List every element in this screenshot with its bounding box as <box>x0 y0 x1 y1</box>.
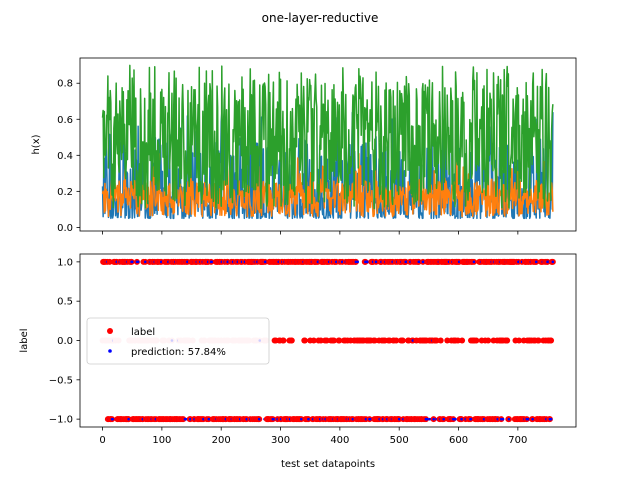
prediction-point <box>207 417 211 421</box>
bottom-x-tick-label-5: 500 <box>390 435 409 446</box>
prediction-point <box>130 260 134 264</box>
label-point <box>433 337 440 344</box>
bottom-x-tick-label-3: 300 <box>271 435 290 446</box>
prediction-point <box>136 260 140 264</box>
label-point <box>485 337 492 344</box>
prediction-point <box>354 260 358 264</box>
legend-marker-label <box>107 328 113 334</box>
label-point <box>280 337 287 344</box>
label-point <box>310 337 317 344</box>
bottom-y-axis-label: label <box>19 328 30 352</box>
prediction-point <box>432 417 435 421</box>
prediction-point <box>271 417 275 421</box>
label-point <box>288 337 295 344</box>
bottom-x-axis-label: test set datapoints <box>281 459 375 470</box>
legend-text-prediction: prediction: 57.84% <box>131 347 226 358</box>
legend-text-label: label <box>131 327 155 338</box>
top-y-tick-label-0: 0.0 <box>57 223 73 234</box>
prediction-point <box>356 260 359 264</box>
bottom-x-tick-label-7: 700 <box>508 435 527 446</box>
chart-title: one-layer-reductive <box>262 11 379 25</box>
label-point <box>336 337 343 344</box>
top-y-tick-label-2: 0.4 <box>57 151 73 162</box>
top-axes: 0.0 0.2 0.4 0.6 0.8 h(x) <box>31 57 577 235</box>
top-axes-ticks: 0.0 0.2 0.4 0.6 0.8 <box>57 79 519 235</box>
prediction-point <box>507 417 511 421</box>
label-point <box>444 337 451 344</box>
label-point <box>535 337 542 344</box>
label-point <box>106 258 113 265</box>
bottom-y-tick-label-2: 0.0 <box>57 336 73 347</box>
top-plot-lines <box>101 64 554 220</box>
legend-marker-prediction <box>108 349 112 353</box>
label-point <box>516 337 523 344</box>
prediction-point <box>300 417 303 421</box>
bottom-y-tick-label-4: 1.0 <box>57 257 73 268</box>
legend-box <box>86 317 270 365</box>
bottom-axes-ticks: 0 100 200 300 400 500 600 700 −1.0 −0.5 0.0 0.5 1.0 <box>49 257 528 446</box>
label-point <box>459 337 466 344</box>
top-y-axis-label: h(x) <box>31 134 42 154</box>
bottom-x-tick-label-1: 100 <box>152 435 171 446</box>
label-point <box>399 337 406 344</box>
label-point <box>371 337 378 344</box>
prediction-point <box>551 260 555 264</box>
prediction-point <box>501 417 505 421</box>
prediction-point <box>469 417 473 421</box>
prediction-point <box>442 417 445 421</box>
prediction-point <box>257 417 261 421</box>
label-point <box>548 337 555 344</box>
prediction-point <box>534 260 538 264</box>
bottom-y-tick-label-0: −1.0 <box>49 415 73 426</box>
prediction-point <box>531 417 534 421</box>
prediction-point <box>143 260 147 264</box>
label-point <box>330 337 337 344</box>
prediction-point <box>374 260 378 264</box>
prediction-point <box>499 417 503 421</box>
bottom-x-tick-label-2: 200 <box>212 435 231 446</box>
prediction-point <box>549 417 553 421</box>
bottom-x-tick-label-4: 400 <box>330 435 349 446</box>
prediction-point <box>127 417 130 421</box>
bottom-x-tick-label-0: 0 <box>99 435 105 446</box>
label-point <box>454 337 461 344</box>
prediction-point <box>111 417 114 421</box>
label-point <box>504 337 511 344</box>
label-point <box>301 337 308 344</box>
prediction-point <box>307 417 310 421</box>
label-point <box>323 337 330 344</box>
legend: label prediction: 57.84% <box>86 317 270 365</box>
series-line-1 <box>101 152 554 218</box>
prediction-point <box>210 260 214 264</box>
label-point <box>180 416 187 423</box>
label-point <box>393 337 400 344</box>
prediction-point <box>454 417 457 421</box>
top-axes-frame <box>79 57 577 232</box>
bottom-axes: 0 100 200 300 400 500 600 700−1.0−0.50.00.51.0 … <box>19 253 577 470</box>
prediction-point <box>397 417 401 421</box>
bottom-y-tick-label-1: −0.5 <box>49 375 73 386</box>
prediction-point <box>525 417 529 421</box>
label-point <box>473 337 480 344</box>
top-y-tick-label-4: 0.8 <box>57 79 73 90</box>
prediction-point <box>425 417 429 421</box>
label-point <box>437 337 444 344</box>
label-point <box>317 337 324 344</box>
bottom-y-tick-label-3: 0.5 <box>57 297 73 308</box>
bottom-x-tick-label-6: 600 <box>449 435 468 446</box>
series-line-2 <box>101 64 554 210</box>
top-y-tick-label-3: 0.6 <box>57 115 73 126</box>
top-y-tick-label-1: 0.2 <box>57 187 73 198</box>
prediction-point <box>472 260 476 264</box>
